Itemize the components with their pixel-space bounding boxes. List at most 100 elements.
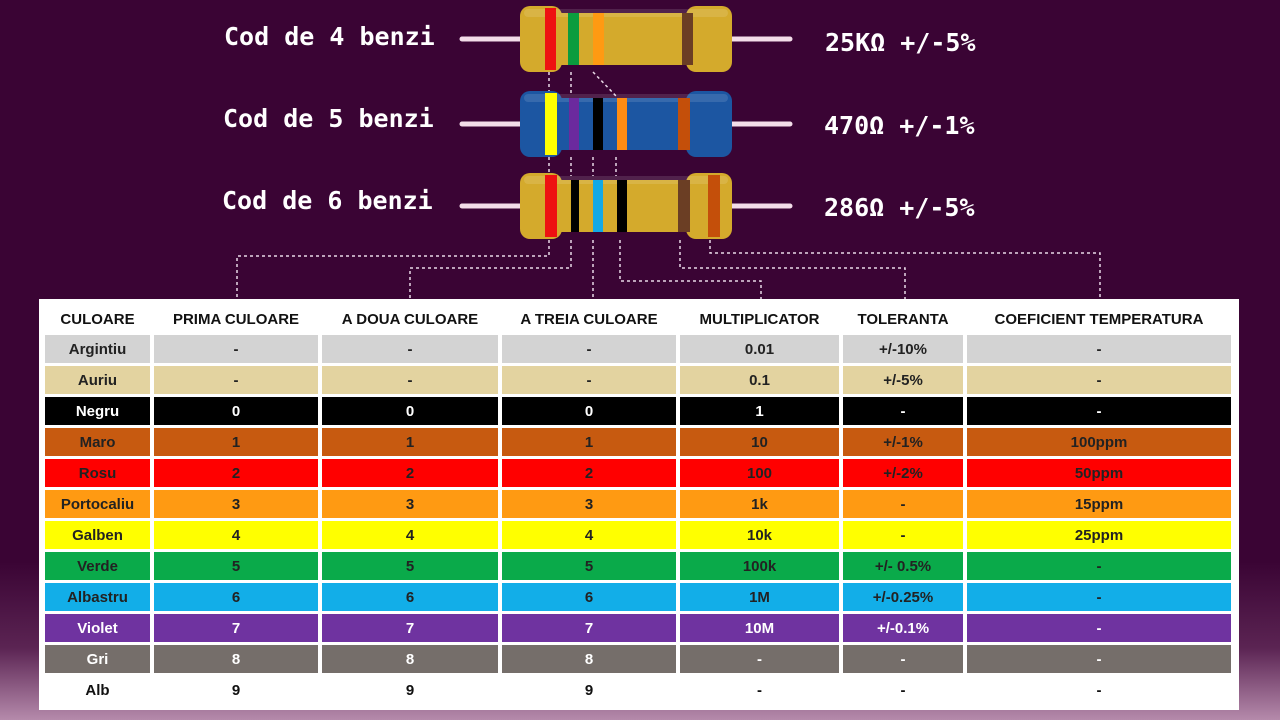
third-digit-cell: 3 bbox=[502, 490, 676, 518]
third-digit-cell: - bbox=[502, 335, 676, 363]
tolerance-cell: - bbox=[843, 676, 963, 704]
resistor-color-band bbox=[545, 93, 557, 155]
resistor-end-cap bbox=[686, 91, 732, 157]
resistor-code-label-5: Cod de 5 benzi bbox=[223, 104, 434, 133]
color-name-cell: Galben bbox=[45, 521, 150, 549]
second-digit-cell: 0 bbox=[322, 397, 498, 425]
third-digit-cell: 4 bbox=[502, 521, 676, 549]
table-row: Gri 8 8 8- - - bbox=[45, 645, 1231, 673]
table-body: Argintiu - - -0.01 +/-10% - Auriu - - -0.1 +/-5% - N… bbox=[45, 335, 1231, 704]
third-digit-cell: 9 bbox=[502, 676, 676, 704]
tolerance-cell: - bbox=[843, 397, 963, 425]
temp-coefficient-cell: 100ppm bbox=[967, 428, 1231, 456]
color-name-cell: Violet bbox=[45, 614, 150, 642]
resistor-color-band bbox=[593, 98, 603, 150]
header-culoare: CULOARE bbox=[60, 311, 135, 328]
header-toleranta: TOLERANTA bbox=[857, 311, 949, 328]
resistor-color-band bbox=[569, 98, 579, 150]
resistor-color-band bbox=[568, 13, 579, 65]
third-digit-cell: 6 bbox=[502, 583, 676, 611]
temp-coefficient-cell: 25ppm bbox=[967, 521, 1231, 549]
multiplier-cell: - bbox=[680, 676, 839, 704]
temp-coefficient-cell: - bbox=[967, 676, 1231, 704]
tolerance-cell: +/-1% bbox=[843, 428, 963, 456]
color-code-table: CULOARE PRIMA CULOARE A DOUA CULOARE A T… bbox=[41, 304, 1235, 707]
color-name-cell: Auriu bbox=[45, 366, 150, 394]
resistor-color-band bbox=[571, 180, 579, 232]
multiplier-cell: 0.1 bbox=[680, 366, 839, 394]
table-header-row: CULOARE PRIMA CULOARE A DOUA CULOARE A T… bbox=[45, 307, 1231, 332]
multiplier-cell: 1k bbox=[680, 490, 839, 518]
temp-coefficient-cell: - bbox=[967, 614, 1231, 642]
color-name-cell: Portocaliu bbox=[45, 490, 150, 518]
third-digit-cell: 7 bbox=[502, 614, 676, 642]
second-digit-cell: - bbox=[322, 335, 498, 363]
color-name-cell: Rosu bbox=[45, 459, 150, 487]
multiplier-cell: 10k bbox=[680, 521, 839, 549]
first-digit-cell: 0 bbox=[154, 397, 318, 425]
third-digit-cell: - bbox=[502, 366, 676, 394]
resistor-end-cap bbox=[686, 6, 732, 72]
multiplier-cell: 1M bbox=[680, 583, 839, 611]
resistor-5-band bbox=[520, 91, 732, 157]
table-row: Galben 4 4 4 10k -25ppm bbox=[45, 521, 1231, 549]
resistor-color-band bbox=[678, 180, 690, 232]
first-digit-cell: 9 bbox=[154, 676, 318, 704]
tolerance-cell: +/-0.25% bbox=[843, 583, 963, 611]
second-digit-cell: 3 bbox=[322, 490, 498, 518]
color-name-cell: Verde bbox=[45, 552, 150, 580]
third-digit-cell: 1 bbox=[502, 428, 676, 456]
tolerance-cell: - bbox=[843, 645, 963, 673]
multiplier-cell: 0.01 bbox=[680, 335, 839, 363]
third-digit-cell: 0 bbox=[502, 397, 676, 425]
first-digit-cell: - bbox=[154, 366, 318, 394]
temp-coefficient-cell: 50ppm bbox=[967, 459, 1231, 487]
multiplier-cell: 100 bbox=[680, 459, 839, 487]
multiplier-cell: 10 bbox=[680, 428, 839, 456]
resistor-value-6: 286Ω +/-5% bbox=[824, 193, 975, 222]
first-digit-cell: - bbox=[154, 335, 318, 363]
resistor-4-band bbox=[520, 6, 732, 72]
color-name-cell: Negru bbox=[45, 397, 150, 425]
second-digit-cell: - bbox=[322, 366, 498, 394]
resistor-color-band bbox=[617, 180, 627, 232]
color-name-cell: Argintiu bbox=[45, 335, 150, 363]
multiplier-cell: 1 bbox=[680, 397, 839, 425]
table-row: Alb 9 9 9- - - bbox=[45, 676, 1231, 704]
resistor-color-band bbox=[678, 98, 690, 150]
temp-coefficient-cell: - bbox=[967, 335, 1231, 363]
table-row: Verde 5 5 5 100k +/- 0.5% - bbox=[45, 552, 1231, 580]
color-name-cell: Maro bbox=[45, 428, 150, 456]
third-digit-cell: 8 bbox=[502, 645, 676, 673]
third-digit-cell: 2 bbox=[502, 459, 676, 487]
header-a-treia-culoare: A TREIA CULOARE bbox=[520, 311, 658, 328]
tolerance-cell: +/-0.1% bbox=[843, 614, 963, 642]
second-digit-cell: 6 bbox=[322, 583, 498, 611]
resistor-diagram bbox=[236, 6, 1101, 300]
resistor-value-4: 25KΩ +/-5% bbox=[825, 28, 976, 57]
temp-coefficient-cell: - bbox=[967, 552, 1231, 580]
first-digit-cell: 4 bbox=[154, 521, 318, 549]
table-row: Violet 7 7 7 10M +/-0.1% - bbox=[45, 614, 1231, 642]
resistor-leads bbox=[459, 36, 793, 209]
second-digit-cell: 4 bbox=[322, 521, 498, 549]
second-digit-cell: 7 bbox=[322, 614, 498, 642]
color-name-cell: Albastru bbox=[45, 583, 150, 611]
multiplier-cell: 100k bbox=[680, 552, 839, 580]
tolerance-cell: +/-2% bbox=[843, 459, 963, 487]
table-row: Maro 1 1 1 10 +/-1% 100ppm bbox=[45, 428, 1231, 456]
resistor-code-label-6: Cod de 6 benzi bbox=[222, 186, 433, 215]
table-row: Portocaliu 3 3 3 1k -15ppm bbox=[45, 490, 1231, 518]
color-name-cell: Alb bbox=[45, 676, 150, 704]
first-digit-cell: 5 bbox=[154, 552, 318, 580]
resistor-value-5: 470Ω +/-1% bbox=[824, 111, 975, 140]
tolerance-cell: +/-10% bbox=[843, 335, 963, 363]
resistor-6-band bbox=[520, 173, 732, 239]
header-multiplicator: MULTIPLICATOR bbox=[699, 311, 820, 328]
resistor-color-band bbox=[682, 13, 693, 65]
temp-coefficient-cell: - bbox=[967, 645, 1231, 673]
tolerance-cell: +/-5% bbox=[843, 366, 963, 394]
first-digit-cell: 7 bbox=[154, 614, 318, 642]
first-digit-cell: 6 bbox=[154, 583, 318, 611]
second-digit-cell: 8 bbox=[322, 645, 498, 673]
